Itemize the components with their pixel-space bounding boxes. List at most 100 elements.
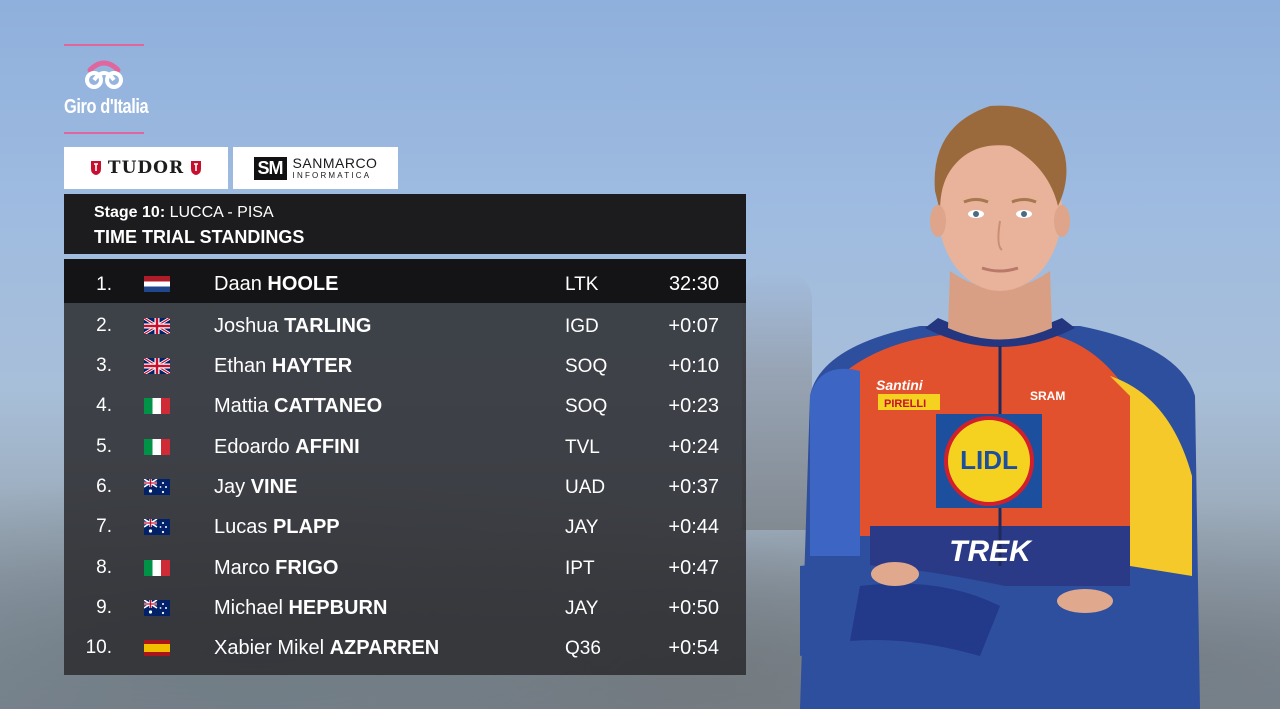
standings-header: Stage 10: LUCCA - PISA TIME TRIAL STANDI… — [64, 194, 746, 254]
team-code: IGD — [565, 316, 599, 337]
time-gap: +0:23 — [668, 395, 719, 417]
team-code: IPT — [565, 558, 595, 579]
flag-gb-icon — [144, 318, 170, 334]
rider-last-name: HAYTER — [271, 355, 353, 377]
standings-row: 7. Lucas PLAPP JAY +0:44 — [64, 506, 746, 546]
jersey-sponsor-pirelli: PIRELLI — [884, 398, 926, 410]
standings-row: 9. Michael HEPBURN JAY +0:50 — [64, 587, 746, 627]
flag-it-icon — [144, 398, 170, 414]
time-gap: +0:10 — [668, 355, 719, 377]
rider-name: Xabier Mikel AZPARREN — [214, 637, 439, 660]
rank: 9. — [96, 597, 112, 618]
tudor-wordmark: TUDOR — [107, 158, 185, 178]
flag-it-icon — [144, 560, 170, 576]
time-gap: 32:30 — [668, 273, 719, 295]
standings-row: 10. Xabier Mikel AZPARREN Q36 +0:54 — [64, 627, 746, 667]
lidl-logo-text: LIDL — [960, 445, 1018, 475]
rank: 5. — [96, 436, 112, 457]
rank: 4. — [96, 395, 112, 416]
rider-last-name: TARLING — [284, 315, 372, 337]
jersey-trek-text: TREK — [949, 535, 1033, 568]
flag-gb-icon — [144, 358, 170, 374]
standings-title: TIME TRIAL STANDINGS — [94, 227, 305, 247]
rider-first-name: Xabier Mikel — [214, 637, 325, 659]
rider-last-name: AFFINI — [295, 436, 360, 458]
stage-label: Stage 10: — [94, 204, 166, 221]
logo-text: Giro d'Italia — [64, 96, 149, 118]
flag-it-icon — [144, 439, 170, 455]
time-gap: +0:24 — [668, 436, 719, 458]
sanmarco-mark-icon: SM — [253, 156, 287, 180]
jersey-sponsor-sram: SRAM — [1030, 389, 1065, 403]
rider-first-name: Joshua — [214, 315, 279, 337]
sanmarco-subtitle: INFORMATICA — [292, 171, 372, 180]
rider-name: Joshua TARLING — [214, 315, 371, 338]
giro-swirl-icon — [85, 60, 123, 89]
team-code: Q36 — [565, 638, 601, 659]
rider-last-name: HEPBURN — [288, 597, 388, 619]
team-code: JAY — [565, 517, 599, 538]
rider-last-name: VINE — [250, 476, 298, 498]
team-code: UAD — [565, 477, 606, 498]
rider-last-name: FRIGO — [275, 557, 339, 579]
team-code: LTK — [565, 274, 599, 295]
rider-name: Michael HEPBURN — [214, 597, 387, 620]
team-code: JAY — [565, 598, 599, 619]
rider-first-name: Mattia — [214, 395, 269, 417]
flag-es-icon — [144, 640, 170, 656]
logo-divider-bottom — [64, 132, 144, 134]
flag-nl-icon — [144, 276, 170, 292]
rider-last-name: PLAPP — [272, 516, 340, 538]
rider-name: Marco FRIGO — [214, 557, 338, 580]
rider-name: Mattia CATTANEO — [214, 395, 382, 418]
time-gap: +0:50 — [668, 597, 719, 619]
team-code: TVL — [565, 437, 600, 458]
sponsor-sanmarco: SM SANMARCO INFORMATICA — [233, 147, 398, 189]
standings-row: 5. Edoardo AFFINI TVL +0:24 — [64, 426, 746, 466]
rank: 1. — [96, 274, 112, 295]
time-gap: +0:47 — [668, 557, 719, 579]
rider-first-name: Lucas — [214, 516, 268, 538]
standings-row: 4. Mattia CATTANEO SOQ +0:23 — [64, 385, 746, 425]
logo-divider-top — [64, 44, 144, 46]
time-gap: +0:07 — [668, 315, 719, 337]
tudor-shield-icon — [191, 161, 202, 175]
time-gap: +0:54 — [668, 637, 719, 659]
standings-row: 3. Ethan HAYTER SOQ +0:10 — [64, 345, 746, 385]
rank: 10. — [85, 637, 112, 658]
rider-last-name: CATTANEO — [274, 395, 383, 417]
team-code: SOQ — [565, 396, 608, 417]
standings-table: 1. Daan HOOLE LTK 32:30 2. Joshua TARLING IGD +… — [64, 259, 746, 675]
flag-au-icon — [144, 519, 170, 535]
rank: 7. — [96, 516, 112, 537]
rider-name: Lucas PLAPP — [214, 516, 340, 539]
rider-name: Daan HOOLE — [214, 273, 339, 296]
stage-line: Stage 10: LUCCA - PISA — [94, 204, 274, 222]
time-gap: +0:44 — [668, 516, 719, 538]
team-code: SOQ — [565, 356, 608, 377]
rider-first-name: Michael — [214, 597, 283, 619]
rider-image: LIDL Santini PIRELLI SRAM TREK — [800, 105, 1200, 709]
tudor-shield-icon — [90, 161, 101, 175]
standings-row: 2. Joshua TARLING IGD +0:07 — [64, 305, 746, 345]
sanmarco-wordmark: SANMARCO — [292, 155, 378, 171]
flag-au-icon — [144, 600, 170, 616]
rider-last-name: HOOLE — [267, 273, 339, 295]
rider-first-name: Jay — [214, 476, 246, 498]
rider-first-name: Marco — [214, 557, 270, 579]
giro-logo: Giro d'Italia — [64, 44, 149, 136]
rider-name: Ethan HAYTER — [214, 355, 352, 378]
rider-first-name: Ethan — [214, 355, 267, 377]
standings-row: 1. Daan HOOLE LTK 32:30 — [64, 259, 746, 303]
rider-first-name: Daan — [214, 273, 262, 295]
rider-name: Jay VINE — [214, 476, 297, 499]
sponsor-tudor: TUDOR — [64, 147, 228, 189]
jersey-sponsor-santini: Santini — [876, 377, 924, 393]
standings-row: 8. Marco FRIGO IPT +0:47 — [64, 547, 746, 587]
standings-row: 6. Jay VINE UAD +0:37 — [64, 466, 746, 506]
rider-first-name: Edoardo — [214, 436, 290, 458]
rank: 2. — [96, 315, 112, 336]
rank: 6. — [96, 476, 112, 497]
rank: 8. — [96, 557, 112, 578]
flag-au-icon — [144, 479, 170, 495]
